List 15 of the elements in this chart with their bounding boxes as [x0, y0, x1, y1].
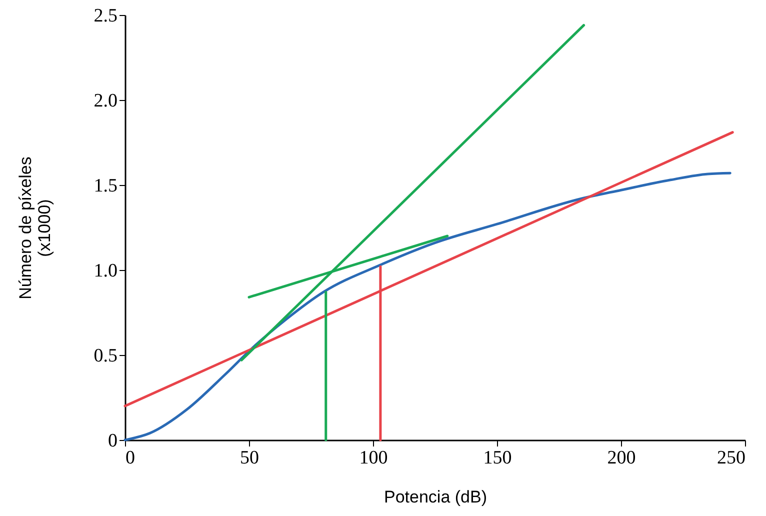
x-tick-label: 0: [126, 448, 135, 468]
x-tick-label: 200: [607, 448, 636, 468]
x-tick-label: 150: [483, 448, 512, 468]
y-tick-label: 2.0: [94, 90, 118, 112]
line-series: [124, 172, 732, 442]
x-axis-title: Potencia (dB): [384, 488, 487, 506]
y-axis-title: Número de píxeles (x1000): [16, 156, 54, 300]
x-tick-label: 50: [240, 448, 259, 468]
x-tick-label: 100: [359, 448, 388, 468]
y-tick-label: 1.0: [94, 260, 118, 282]
y-tick-label: 0.5: [94, 346, 118, 366]
y-tick-label: 0: [108, 430, 118, 452]
y-tick-label: 2.5: [94, 6, 118, 26]
x-tick-label: 250: [717, 448, 746, 468]
y-tick-label: 1.5: [94, 176, 118, 196]
